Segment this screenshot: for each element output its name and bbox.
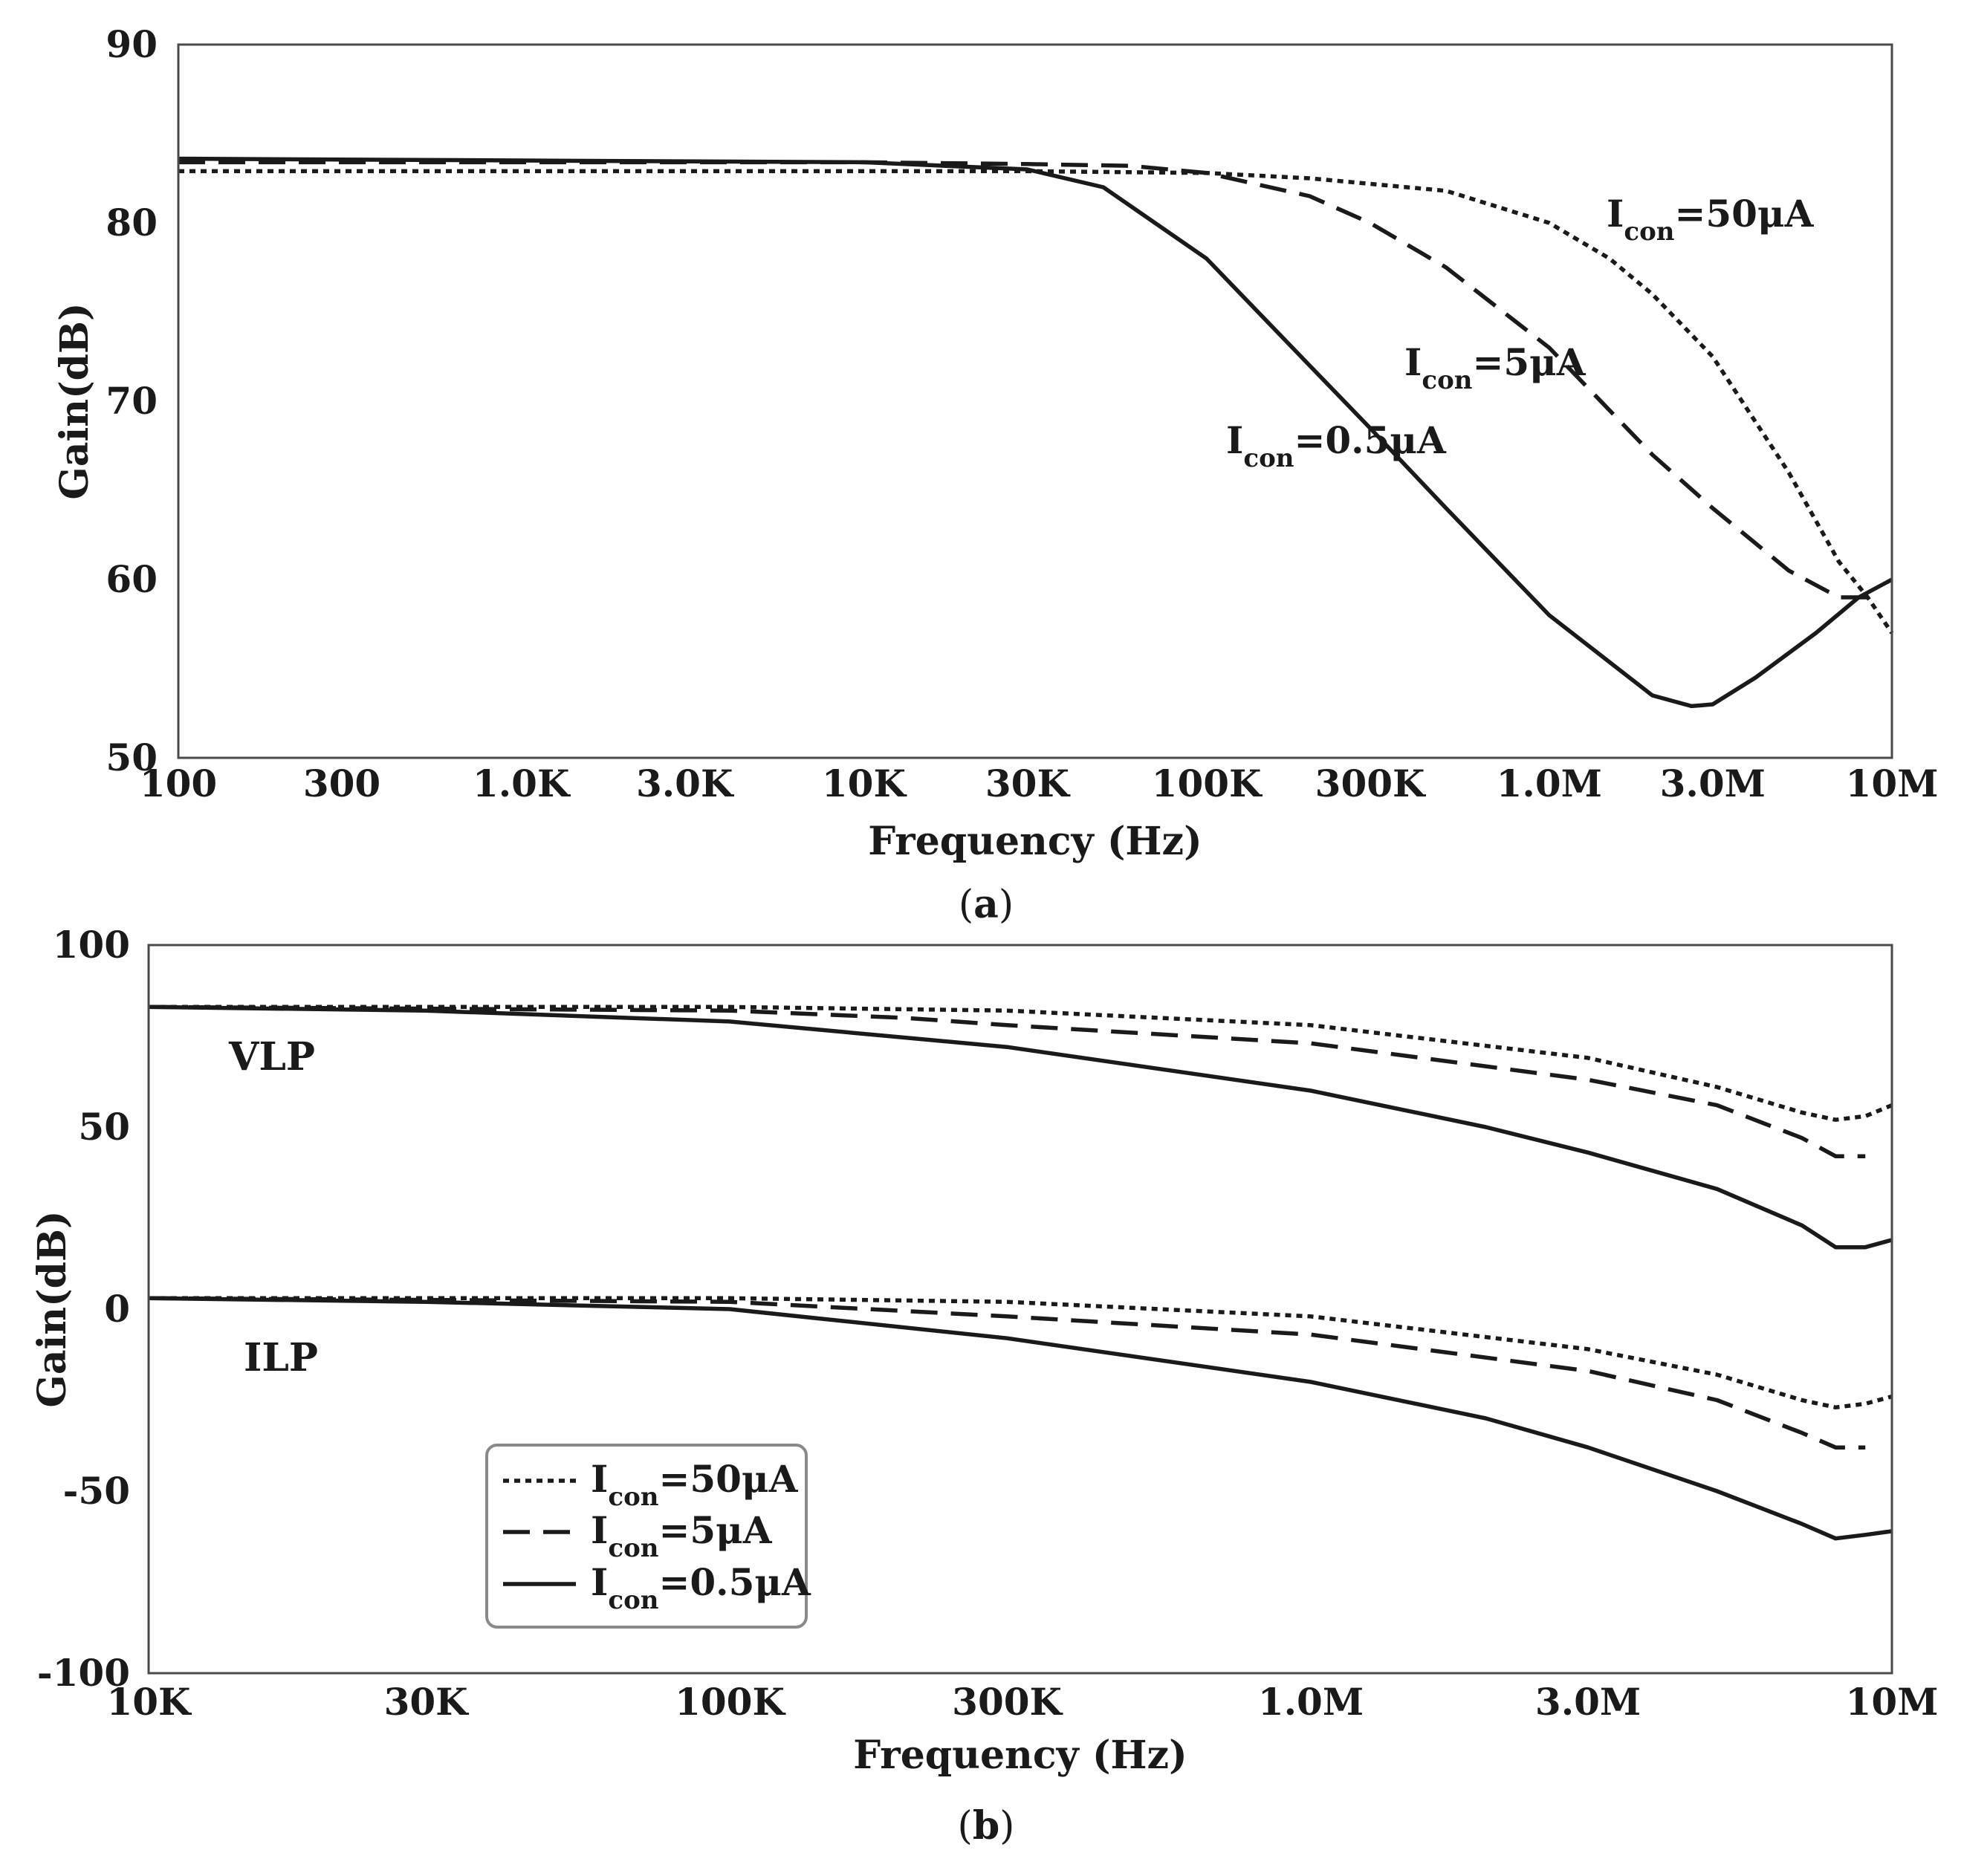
panel-a-x-tick-label: 10K	[822, 762, 907, 805]
annotation-icon-5ua: Icon=5μA	[1404, 340, 1587, 395]
annotation-icon-0-5ua: Icon=0.5μA	[1226, 418, 1447, 473]
panel-a-series-icon-50ua	[178, 169, 1894, 634]
panel-b-x-tick-label: 3.0M	[1535, 1680, 1641, 1724]
panel-b-group-label-vlp: VLP	[228, 1034, 315, 1080]
panel-a-y-tick-label: 60	[106, 557, 158, 601]
panel-a-x-ticks: 100 300 1.0K 3.0K 10K 30K 100K 300K 1.0M 3.0M 10M	[140, 762, 1939, 805]
panel-b-series	[148, 1004, 1893, 1541]
panel-b-y-ticks: -100 -50 0 50 100	[37, 923, 130, 1695]
legend-label-5ua: Icon=5μA	[591, 1508, 773, 1563]
panel-a-x-tick-label: 100	[140, 762, 217, 805]
panel-b-caption: (b)	[958, 1803, 1015, 1849]
panel-b-x-tick-label: 30K	[384, 1680, 470, 1724]
panel-b-y-axis-label: Gain(dB)	[30, 1210, 75, 1407]
panel-a-y-tick-label: 70	[106, 379, 158, 423]
panel-b-x-axis-label: Frequency (Hz)	[853, 1733, 1187, 1778]
panel-a-frame	[177, 43, 1893, 759]
panel-b-y-tick-label: -100	[37, 1651, 130, 1695]
legend-label-0-5ua: Icon=0.5μA	[591, 1560, 811, 1615]
panel-b-series-vlp-icon-50ua	[149, 1004, 1893, 1122]
panel-b-y-tick-label: 50	[78, 1105, 130, 1149]
panel-b-frame	[147, 944, 1893, 1675]
legend-box	[485, 1444, 808, 1629]
panel-a-series	[178, 156, 1894, 709]
panel-a-x-tick-label: 300K	[1315, 762, 1426, 805]
panel-b-series-ilp-icon-50ua	[149, 1296, 1893, 1410]
panel-b-y-tick-label: 0	[104, 1287, 130, 1331]
annotation-icon-50ua: Icon=50μA	[1607, 192, 1815, 247]
panel-a-x-tick-label: 1.0M	[1497, 762, 1602, 805]
panel-a-series-icon-0-5ua	[178, 156, 1893, 709]
panel-a-x-tick-label: 3.0K	[636, 762, 734, 805]
panel-a-x-tick-label: 100K	[1152, 762, 1263, 805]
panel-b-x-tick-label: 10M	[1846, 1680, 1939, 1724]
panel-a-caption: (a)	[959, 882, 1014, 927]
panel-b-legend: Icon=50μA Icon=5μA Icon=0.5μA	[485, 1444, 811, 1629]
panel-b-x-tick-label: 1.0M	[1258, 1680, 1364, 1724]
legend-label-50ua: Icon=50μA	[591, 1457, 799, 1512]
panel-a-x-tick-label: 10M	[1846, 762, 1939, 805]
panel-b-series-vlp-icon-0-5ua	[148, 1004, 1893, 1250]
panel-b-series-ilp-icon-5ua	[148, 1296, 1866, 1450]
panel-b-group-label-ilp: ILP	[244, 1335, 318, 1380]
panel-b-x-tick-label: 300K	[952, 1680, 1063, 1724]
panel-a-y-tick-label: 90	[106, 22, 158, 66]
panel-a-y-axis-label: Gain(dB)	[52, 302, 97, 499]
panel-a-x-tick-label: 1.0K	[473, 762, 571, 805]
panel-a-y-ticks: 50 60 70 80 90	[106, 22, 158, 779]
panel-b-y-tick-label: -50	[63, 1469, 130, 1513]
panel-b-chart: 10K 30K 100K 300K 1.0M 3.0M 10M -100-50050100 …	[30, 923, 1938, 1849]
panel-b-series-vlp-icon-5ua	[148, 1004, 1866, 1158]
panel-a-x-axis-label: Frequency (Hz)	[868, 819, 1202, 864]
panel-a-y-tick-label: 50	[106, 736, 158, 779]
panel-a-chart: 100 300 1.0K 3.0K 10K 30K 100K 300K 1.0M 3.0M 10M …	[52, 22, 1938, 927]
panel-b-x-tick-label: 10K	[106, 1680, 192, 1724]
panel-a-x-tick-label: 30K	[985, 762, 1071, 805]
panel-a-x-tick-label: 300	[303, 762, 380, 805]
panel-b-y-tick-label: 100	[53, 923, 130, 967]
panel-b-x-ticks: 10K 30K 100K 300K 1.0M 3.0M 10M	[106, 1680, 1938, 1724]
panel-b-series-ilp-icon-0-5ua	[148, 1296, 1893, 1541]
panel-b-x-tick-label: 100K	[675, 1680, 785, 1724]
panel-a-x-tick-label: 3.0M	[1660, 762, 1766, 805]
panel-a-y-tick-label: 80	[106, 201, 158, 244]
